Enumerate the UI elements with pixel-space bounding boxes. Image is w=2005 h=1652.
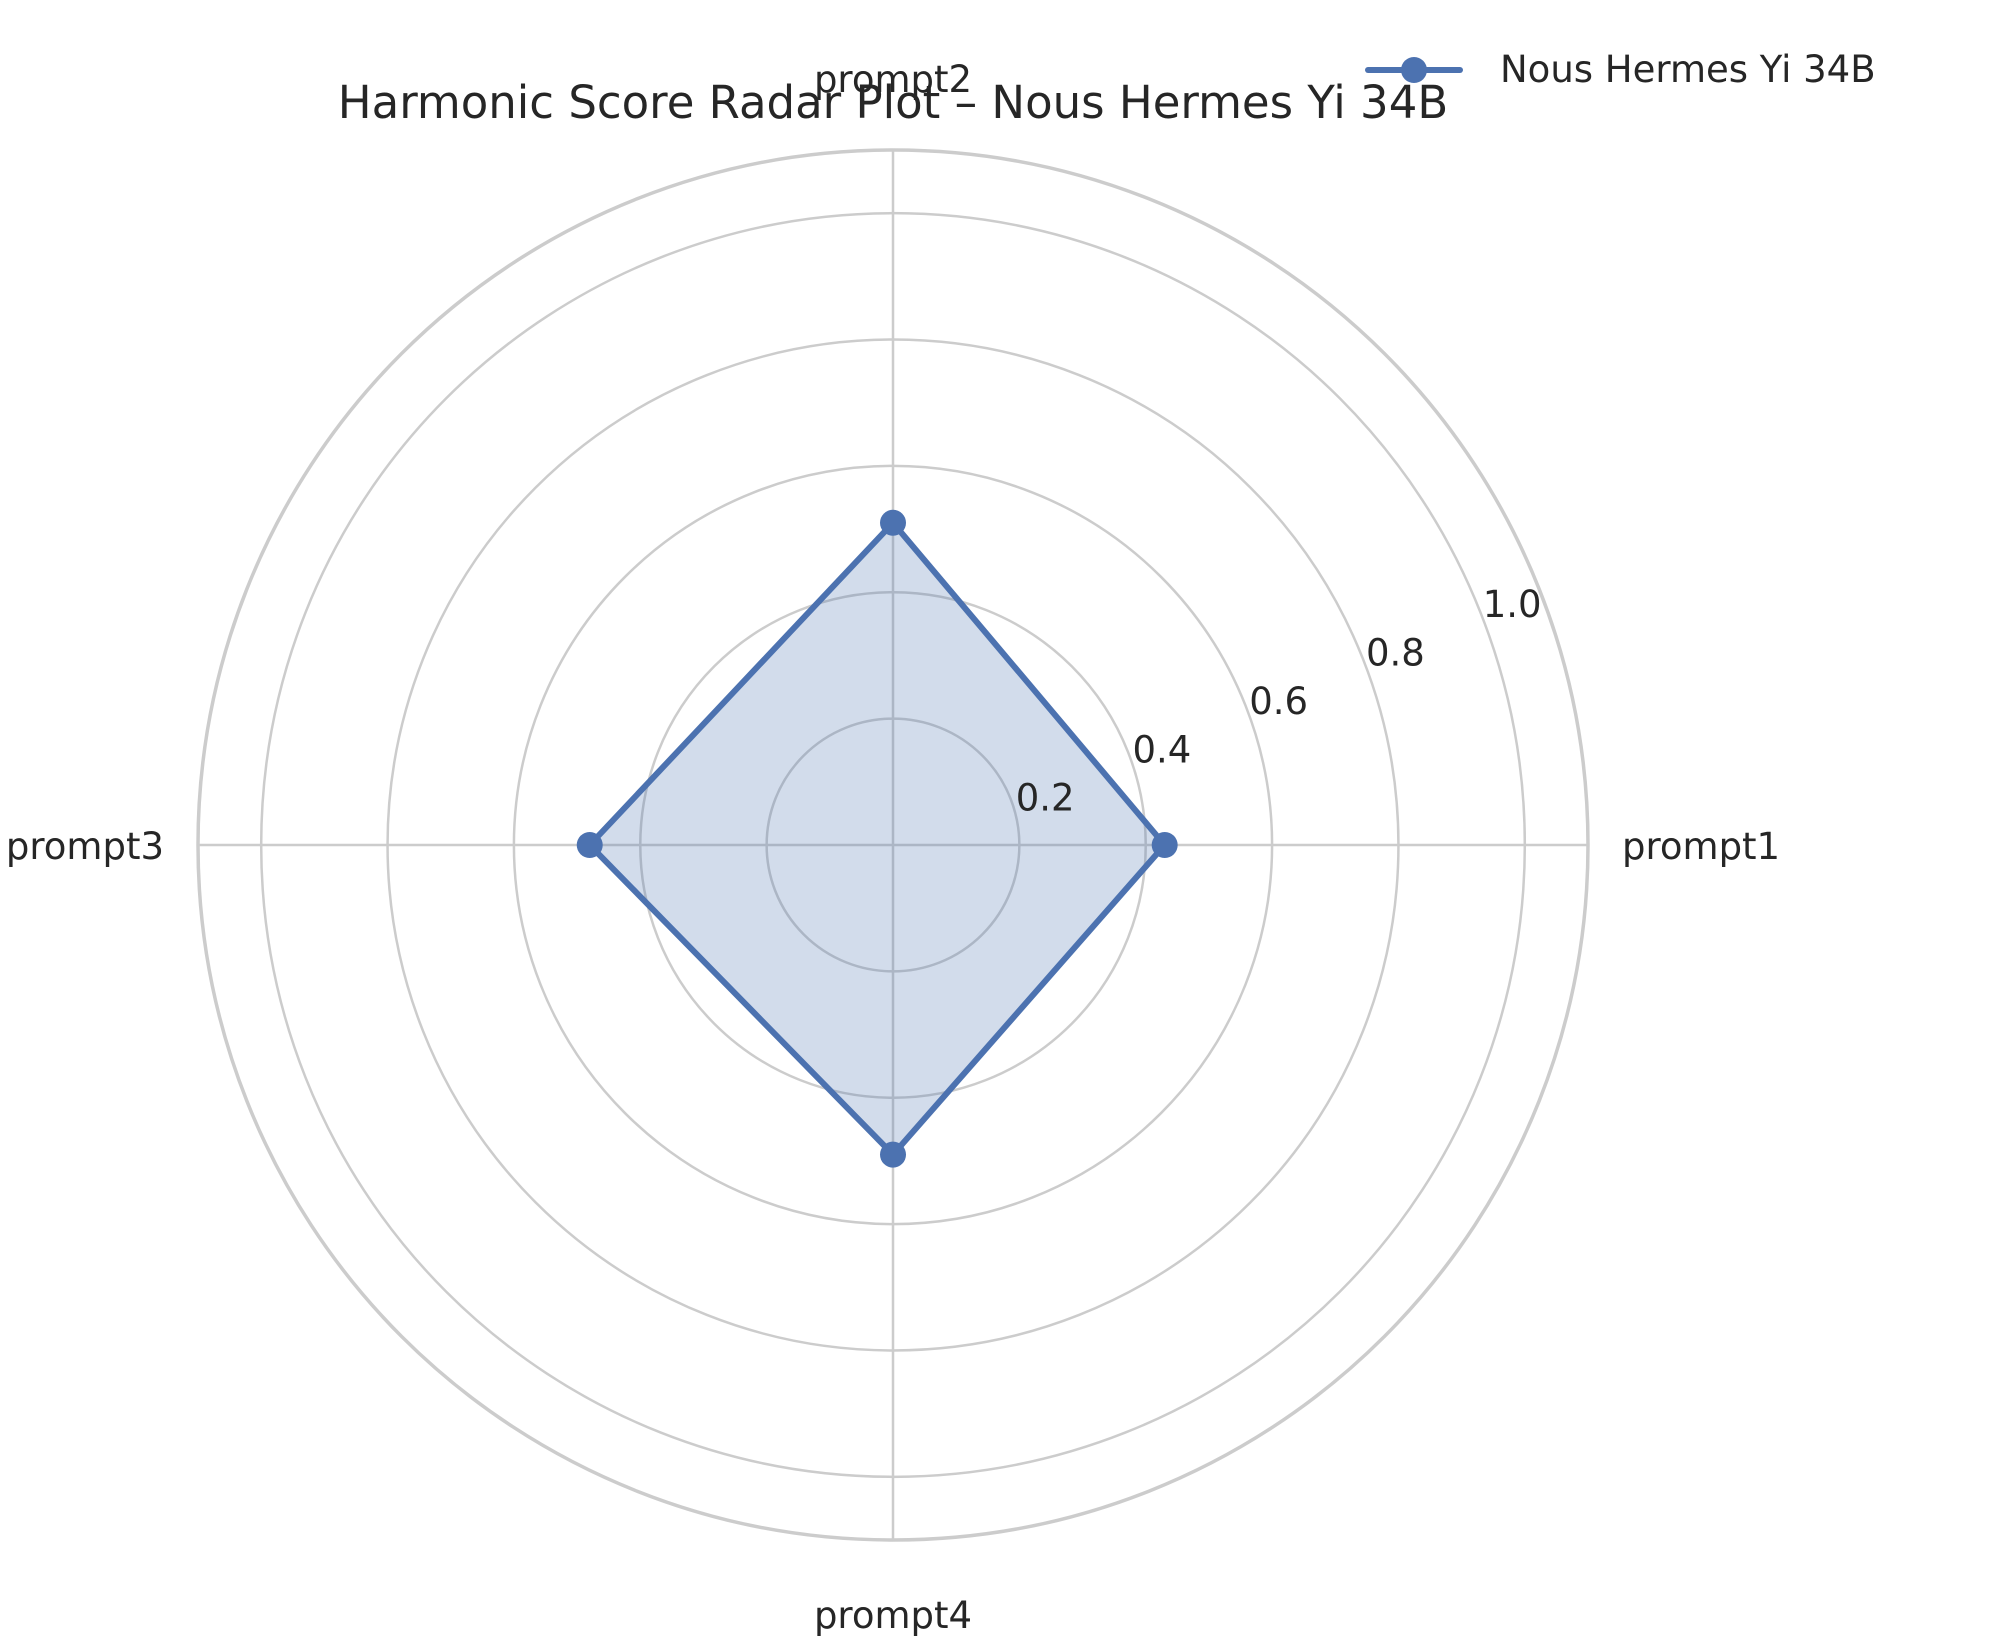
radar-data bbox=[576, 509, 1178, 1168]
data-point bbox=[1151, 832, 1178, 858]
data-point bbox=[880, 509, 906, 536]
radial-tick-label: 0.8 bbox=[1366, 632, 1425, 675]
chart-title: Harmonic Score Radar Plot – Nous Hermes … bbox=[338, 76, 1448, 129]
radial-tick-label: 0.4 bbox=[1132, 728, 1191, 771]
radar-grid bbox=[196, 148, 1590, 1542]
category-label: prompt4 bbox=[814, 1594, 972, 1637]
data-point bbox=[880, 1141, 906, 1168]
category-label: prompt2 bbox=[814, 58, 972, 101]
radial-tick-label: 0.6 bbox=[1249, 680, 1308, 723]
legend: Nous Hermes Yi 34B bbox=[1365, 48, 1876, 91]
legend-marker bbox=[1401, 57, 1427, 83]
radial-tick-label: 0.2 bbox=[1016, 777, 1075, 820]
legend-label-0: Nous Hermes Yi 34B bbox=[1500, 48, 1876, 91]
series-area bbox=[589, 522, 1165, 1155]
data-point bbox=[576, 832, 603, 858]
category-label: prompt1 bbox=[1622, 825, 1780, 868]
category-label: prompt3 bbox=[6, 825, 164, 868]
radar-labels: 0.2 0.4 0.6 0.8 1.0 prompt1 prompt2 prompt3 prom… bbox=[6, 58, 1780, 1637]
radial-tick-label: 1.0 bbox=[1483, 583, 1542, 626]
